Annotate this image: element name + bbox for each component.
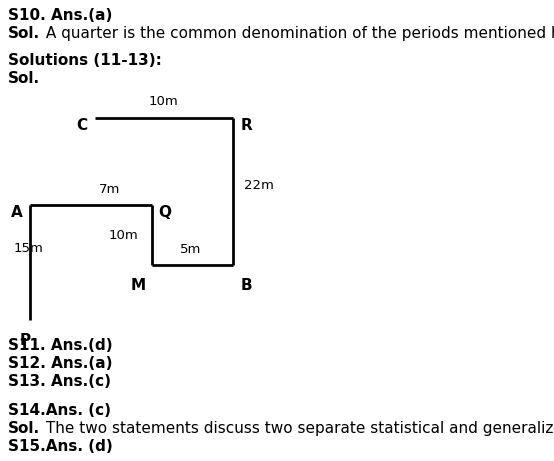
Text: Sol.: Sol. [8,421,40,436]
Text: S11. Ans.(d): S11. Ans.(d) [8,338,112,353]
Text: S10. Ans.(a): S10. Ans.(a) [8,8,112,23]
Text: S15.Ans. (d): S15.Ans. (d) [8,439,113,454]
Text: B: B [240,278,252,293]
Text: A: A [11,205,23,220]
Text: 22m: 22m [244,178,274,191]
Text: 7m: 7m [99,183,121,196]
Text: Solutions (11-13):: Solutions (11-13): [8,53,162,68]
Text: M: M [130,278,146,293]
Text: C: C [76,118,88,133]
Text: Q: Q [158,205,172,220]
Text: Sol.: Sol. [8,26,40,41]
Text: 10m: 10m [108,229,138,242]
Text: 15m: 15m [14,242,44,254]
Text: P: P [19,333,30,348]
Text: The two statements discuss two separate statistical and generalized results.: The two statements discuss two separate … [41,421,554,436]
Text: S13. Ans.(c): S13. Ans.(c) [8,374,111,389]
Text: Sol.: Sol. [8,71,40,86]
Text: 10m: 10m [148,95,178,108]
Text: S14.Ans. (c): S14.Ans. (c) [8,403,111,418]
Text: S12. Ans.(a): S12. Ans.(a) [8,356,112,371]
Text: A quarter is the common denomination of the periods mentioned here: A quarter is the common denomination of … [41,26,554,41]
Text: 5m: 5m [180,243,202,256]
Text: R: R [240,118,252,133]
